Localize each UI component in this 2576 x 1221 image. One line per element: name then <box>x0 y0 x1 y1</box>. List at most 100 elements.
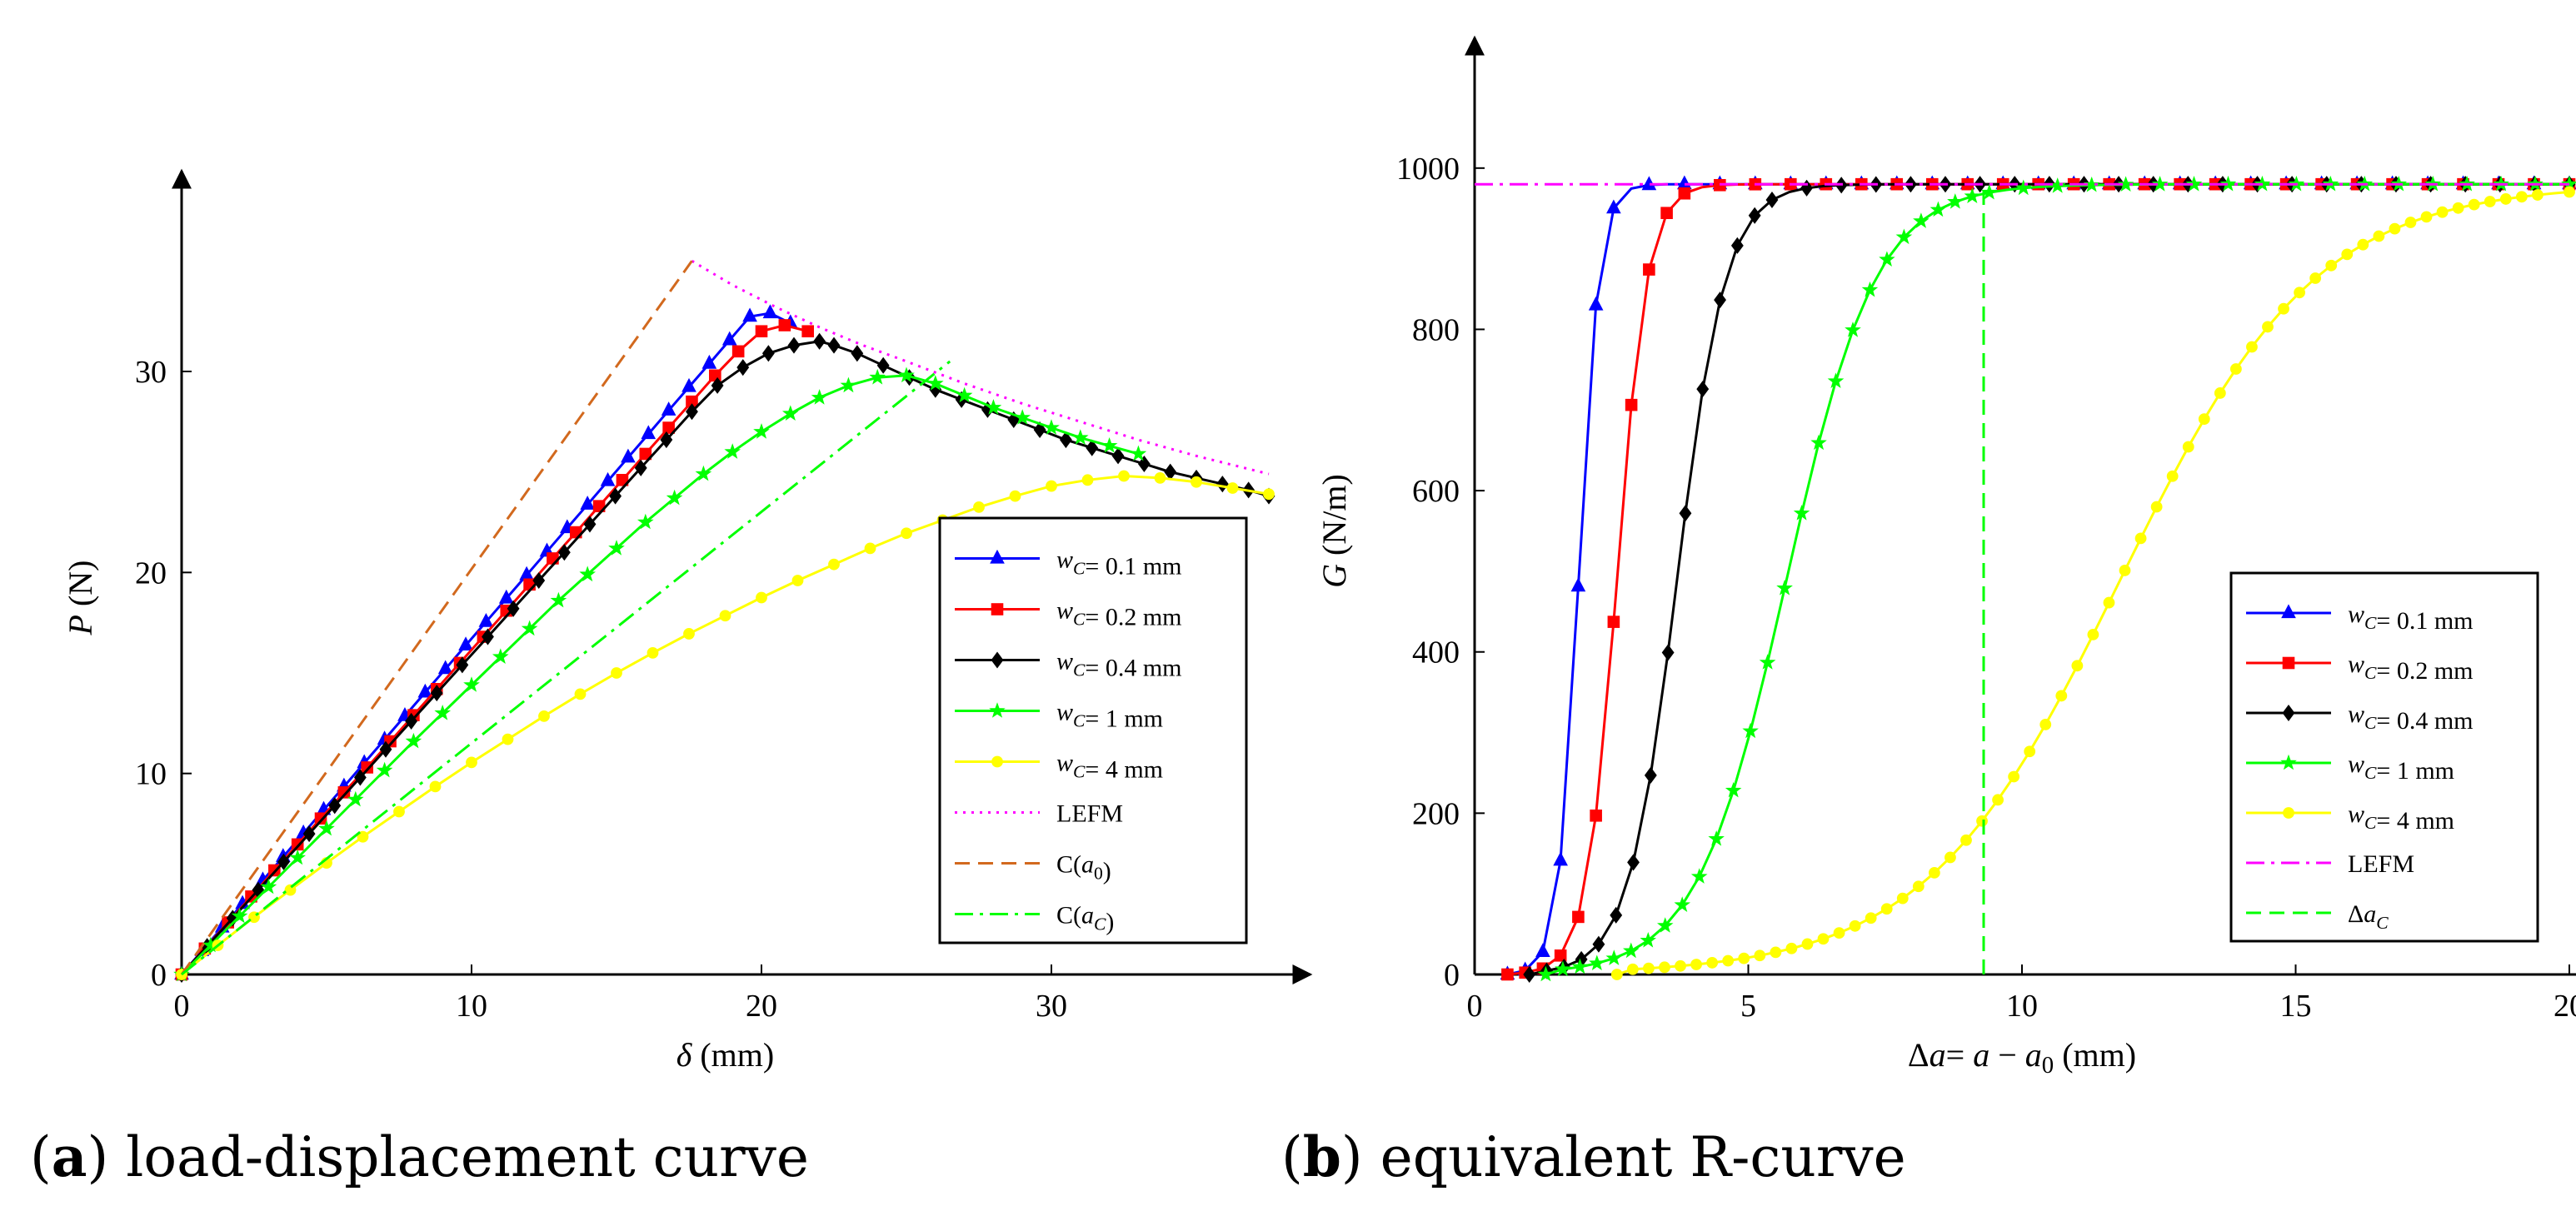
x-tick-label: 20 <box>746 989 777 1024</box>
series-point-0 <box>478 613 494 627</box>
y-tick-label: 20 <box>135 556 167 591</box>
series-point-2 <box>1644 766 1657 784</box>
series-point-0 <box>1606 199 1621 214</box>
series-point-4 <box>2055 690 2068 702</box>
series-point-3 <box>753 423 770 439</box>
y-tick-label: 0 <box>151 958 167 993</box>
series-point-2 <box>660 431 673 449</box>
series-point-3 <box>1674 896 1691 913</box>
series-point-2 <box>813 332 826 350</box>
x-tick-label: 5 <box>1740 989 1756 1024</box>
series-point-2 <box>1592 935 1605 953</box>
x-tick-label: 15 <box>2280 989 2312 1024</box>
series-point-1 <box>1590 809 1602 822</box>
legend-label: wC= 0.4 mm <box>1056 648 1182 682</box>
series-point-3 <box>1793 505 1810 521</box>
series-point-3 <box>1827 372 1845 388</box>
series-point-4 <box>1865 912 1877 924</box>
series-point-0 <box>681 377 696 392</box>
series-point-1 <box>337 786 351 799</box>
series-point-0 <box>621 448 636 463</box>
series-point-3 <box>724 443 741 459</box>
series-point-4 <box>2134 532 2147 545</box>
series-point-2 <box>430 685 443 702</box>
series-point-2 <box>827 336 841 354</box>
series-point-4 <box>2087 628 2099 640</box>
series-point-1 <box>731 345 745 358</box>
series-point-3 <box>1014 409 1031 425</box>
series-point-4 <box>2499 193 2512 205</box>
legend-marker <box>2282 704 2295 722</box>
series-point-3 <box>579 566 596 582</box>
legend-label: wC= 0.4 mm <box>2348 700 2474 735</box>
caption-a-label: a <box>51 1124 87 1189</box>
series-point-4 <box>2229 363 2242 375</box>
series-point-4 <box>466 756 477 769</box>
series-point-2 <box>1086 439 1099 456</box>
series-point-4 <box>1738 952 1750 964</box>
series-point-3 <box>2219 175 2237 192</box>
series-point-4 <box>1081 474 1094 486</box>
series-point-4 <box>2341 248 2354 261</box>
series-point-4 <box>1154 472 1166 484</box>
y-tick-label: 30 <box>135 355 167 390</box>
x-axis-label: Δa= a − a0 (mm) <box>1908 1036 2136 1079</box>
legend-box <box>2229 571 2539 943</box>
series-point-4 <box>1690 959 1702 970</box>
series-point-1 <box>1625 398 1638 411</box>
legend-marker <box>2283 807 2294 819</box>
legend-label: C(aC) <box>1056 902 1114 936</box>
series-point-4 <box>1754 949 1766 962</box>
series-point-2 <box>532 571 546 590</box>
y-tick-label: 1000 <box>1396 152 1460 187</box>
series-point-3 <box>434 705 452 720</box>
legend-marker <box>991 603 1004 615</box>
series-point-4 <box>2008 770 2020 783</box>
series-point-4 <box>393 805 405 818</box>
y-axis-label: G (N/m) <box>1315 474 1353 588</box>
series-point-4 <box>864 542 876 555</box>
series-point-4 <box>2182 441 2194 453</box>
series-point-1 <box>361 761 374 774</box>
series-point-4 <box>1610 969 1623 980</box>
series-line-7 <box>181 360 951 976</box>
y-tick-label: 10 <box>135 757 167 792</box>
series-point-4 <box>1118 470 1130 482</box>
legend-label: wC= 0.1 mm <box>2348 601 2474 635</box>
series-point-2 <box>1679 505 1692 522</box>
series-point-4 <box>973 501 985 513</box>
legend-label: wC= 1 mm <box>2348 750 2454 785</box>
series-point-2 <box>379 740 392 758</box>
series-point-4 <box>574 688 587 700</box>
series-point-3 <box>1623 942 1640 959</box>
series-point-4 <box>2071 660 2084 672</box>
series-point-1 <box>639 447 652 461</box>
series-point-3 <box>1913 212 1930 228</box>
x-tick-label: 20 <box>2554 989 2576 1024</box>
series-point-3 <box>956 386 973 403</box>
legend-label: ΔaC <box>2348 900 2389 933</box>
series-point-3 <box>608 540 625 556</box>
series-point-4 <box>2389 222 2401 235</box>
series-point-2 <box>686 403 698 421</box>
legend-label: wC= 0.2 mm <box>2348 650 2474 685</box>
series-point-4 <box>791 575 804 586</box>
series-point-2 <box>1610 906 1623 924</box>
series-point-1 <box>1501 968 1514 981</box>
series-point-4 <box>901 527 912 540</box>
series-point-4 <box>2103 596 2115 609</box>
series-point-1 <box>801 325 814 338</box>
series-point-3 <box>1690 868 1708 884</box>
series-point-3 <box>1101 437 1118 453</box>
series-point-4 <box>2325 259 2338 272</box>
series-point-4 <box>756 591 767 604</box>
series-point-1 <box>616 474 629 486</box>
series-point-4 <box>2262 321 2274 333</box>
caption-b-label: b <box>1302 1124 1341 1189</box>
series-point-3 <box>985 399 1002 415</box>
legend-label: wC= 4 mm <box>1056 750 1163 784</box>
series-point-0 <box>661 401 676 416</box>
series-point-4 <box>2436 206 2449 218</box>
series-line-1 <box>180 323 809 975</box>
chart-b: 0510152002004006008001000Δa= a − a0 (mm)… <box>1315 35 2576 1079</box>
